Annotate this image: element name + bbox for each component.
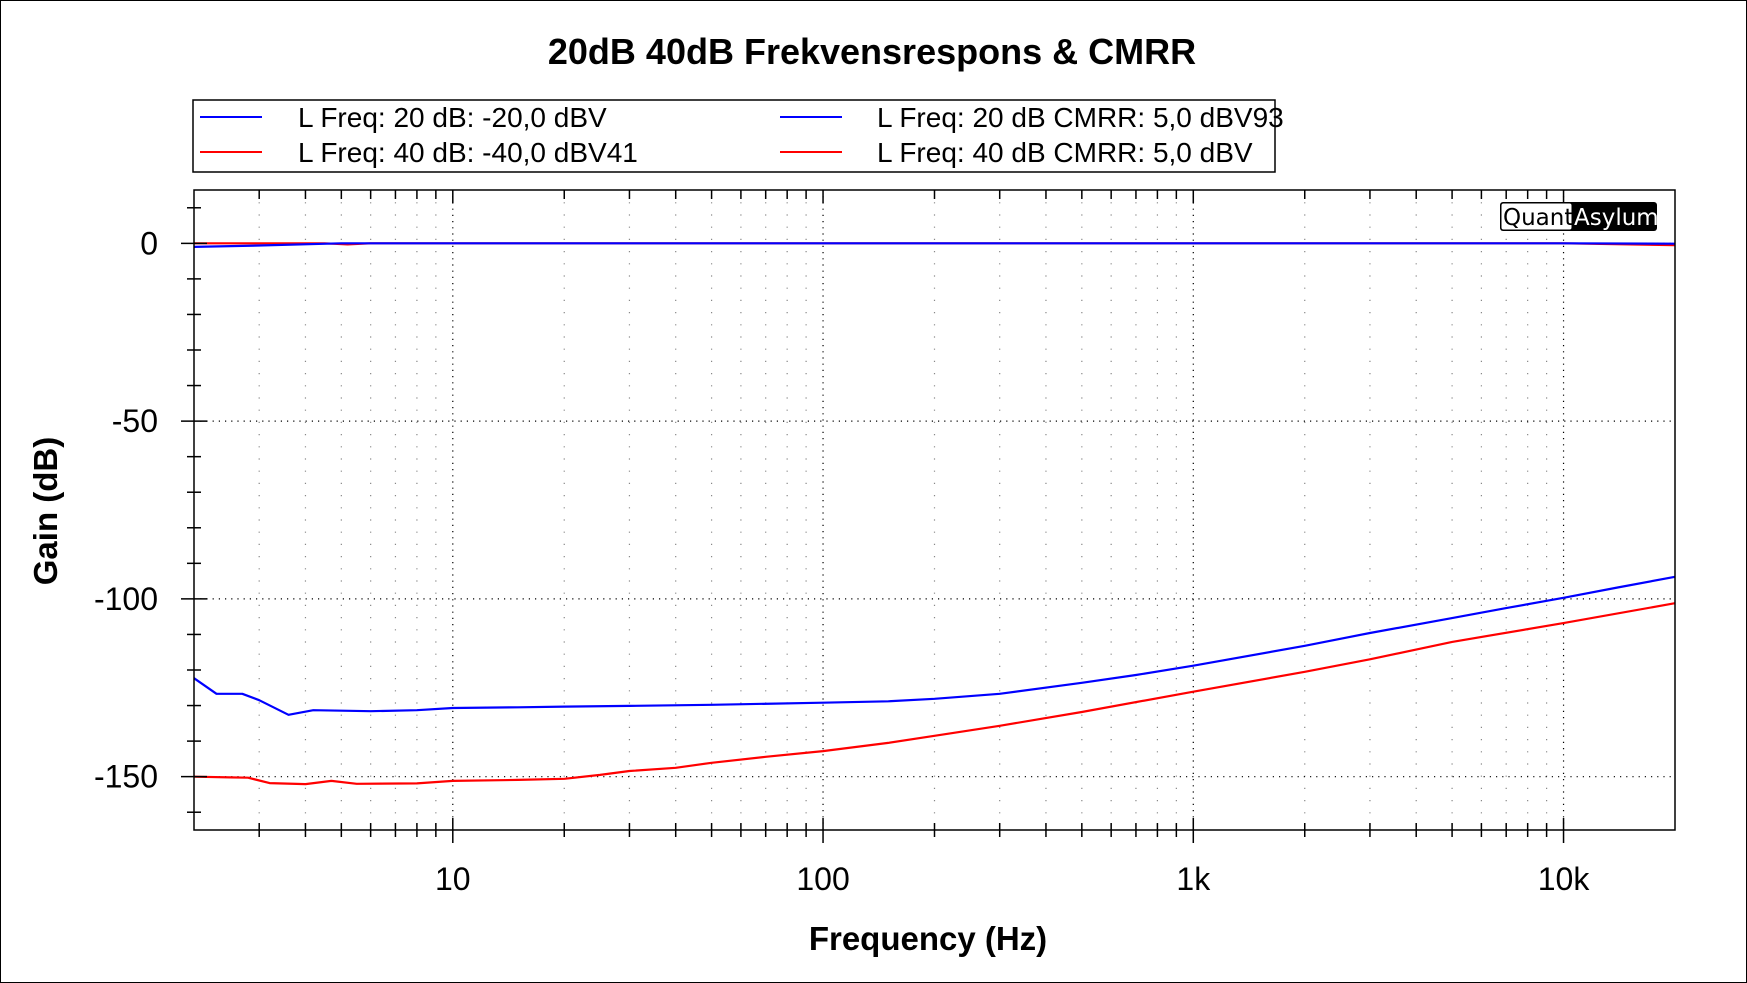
- x-tick-label: 100: [796, 861, 849, 897]
- legend-label-20db: L Freq: 20 dB: -20,0 dBV: [298, 102, 607, 133]
- y-tick-label: -50: [112, 403, 158, 439]
- legend-box: [192, 99, 1276, 173]
- series-line-20db-cmrr: [193, 575, 1676, 716]
- x-tick-label: 1k: [1176, 861, 1211, 897]
- x-tick-label: 10k: [1538, 861, 1591, 897]
- y-tick-label: -100: [94, 581, 158, 617]
- grid: [194, 190, 1675, 830]
- legend-label-20db-cmrr: L Freq: 20 dB CMRR: 5,0 dBV93: [877, 102, 1284, 133]
- y-tick-label: -150: [94, 759, 158, 795]
- plot-area-border: [193, 189, 1676, 831]
- legend: L Freq: 20 dB: -20,0 dBV L Freq: 40 dB: …: [192, 99, 1284, 173]
- legend-label-40db-cmrr: L Freq: 40 dB CMRR: 5,0 dBV: [877, 137, 1253, 168]
- watermark-quant: Quant: [1503, 205, 1573, 231]
- x-axis-label: Frequency (Hz): [809, 920, 1047, 957]
- y-tick-labels: 0 -50 -100 -150: [94, 225, 158, 794]
- series-line-40db-cmrr: [193, 602, 1676, 786]
- x-tick-labels: 10 100 1k 10k: [435, 861, 1590, 897]
- y-axis-label: Gain (dB): [27, 437, 64, 585]
- watermark-asylum: Asylum: [1574, 205, 1659, 231]
- y-tick-label: 0: [140, 225, 158, 261]
- legend-label-40db: L Freq: 40 dB: -40,0 dBV41: [298, 137, 638, 168]
- chart-title: 20dB 40dB Frekvensrespons & CMRR: [548, 31, 1196, 72]
- x-tick-label: 10: [435, 861, 471, 897]
- series-line-20db: [193, 242, 1676, 248]
- watermark-left-panel: [1501, 203, 1572, 230]
- series-lines: [193, 242, 1676, 786]
- quantasylum-watermark: Quant Asylum: [1500, 202, 1659, 231]
- axis-ticks: [181, 190, 1565, 843]
